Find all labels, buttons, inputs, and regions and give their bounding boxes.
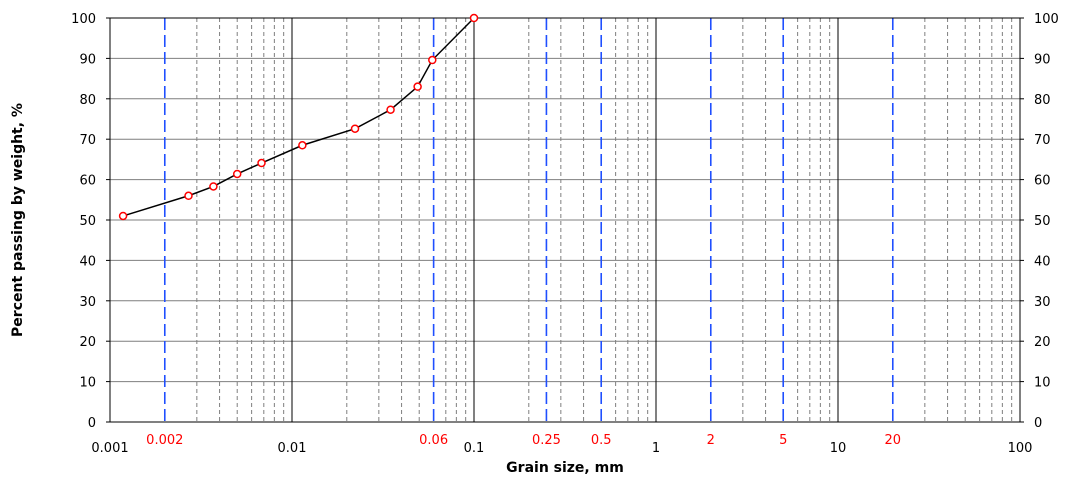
data-point (428, 55, 437, 65)
special-tick-label: 0.5 (591, 433, 612, 448)
y-tick-label-left: 60 (79, 174, 96, 189)
data-point (118, 211, 128, 221)
data-point (469, 13, 479, 23)
special-tick-label: 5 (779, 433, 787, 448)
data-point (232, 169, 242, 179)
y-tick-label-right: 80 (1034, 93, 1051, 108)
special-tick-label: 0.06 (419, 433, 448, 448)
x-tick-label: 0.01 (278, 441, 307, 456)
y-tick-label-right: 90 (1034, 52, 1051, 67)
y-tick-label-left: 90 (79, 52, 96, 67)
data-point (413, 82, 422, 91)
y-tick-label-right: 60 (1034, 174, 1051, 189)
x-tick-label: 0.1 (464, 441, 485, 456)
x-tick-label: 100 (1008, 441, 1033, 456)
y-tick-label-left: 40 (79, 254, 96, 269)
y-tick-label-right: 100 (1034, 12, 1059, 27)
x-axis-title: Grain size, mm (506, 460, 624, 476)
special-tick-label: 0.002 (146, 433, 183, 448)
y-tick-label-right: 0 (1034, 416, 1042, 431)
y-tick-label-left: 50 (79, 214, 96, 229)
y-tick-label-left: 100 (71, 12, 96, 27)
x-tick-label: 0.001 (91, 441, 128, 456)
y-tick-label-right: 40 (1034, 254, 1051, 269)
data-point (298, 141, 307, 150)
data-point (257, 158, 266, 168)
y-tick-label-left: 20 (79, 335, 96, 350)
y-tick-label-right: 70 (1034, 133, 1051, 148)
grid (110, 18, 1020, 422)
data-point (350, 124, 360, 133)
y-tick-label-left: 10 (79, 376, 96, 391)
series (118, 13, 479, 221)
data-point (184, 191, 193, 201)
y-tick-label-right: 30 (1034, 295, 1051, 310)
y-tick-label-left: 0 (88, 416, 96, 431)
y-tick-label-right: 10 (1034, 376, 1051, 391)
y-tick-label-left: 70 (79, 133, 96, 148)
x-tick-label: 10 (830, 441, 847, 456)
special-tick-label: 2 (707, 433, 715, 448)
x-tick-label: 1 (652, 441, 660, 456)
y-tick-label-right: 20 (1034, 335, 1051, 350)
y-axis-title: Percent passing by weight, % (10, 103, 26, 337)
series-line (122, 17, 475, 217)
special-tick-label: 20 (885, 433, 902, 448)
y-tick-label-left: 80 (79, 93, 96, 108)
data-point (386, 105, 395, 114)
y-tick-label-left: 30 (79, 295, 96, 310)
y-tick-label-right: 50 (1034, 214, 1051, 229)
special-tick-label: 0.25 (532, 433, 561, 448)
data-point (209, 182, 218, 191)
